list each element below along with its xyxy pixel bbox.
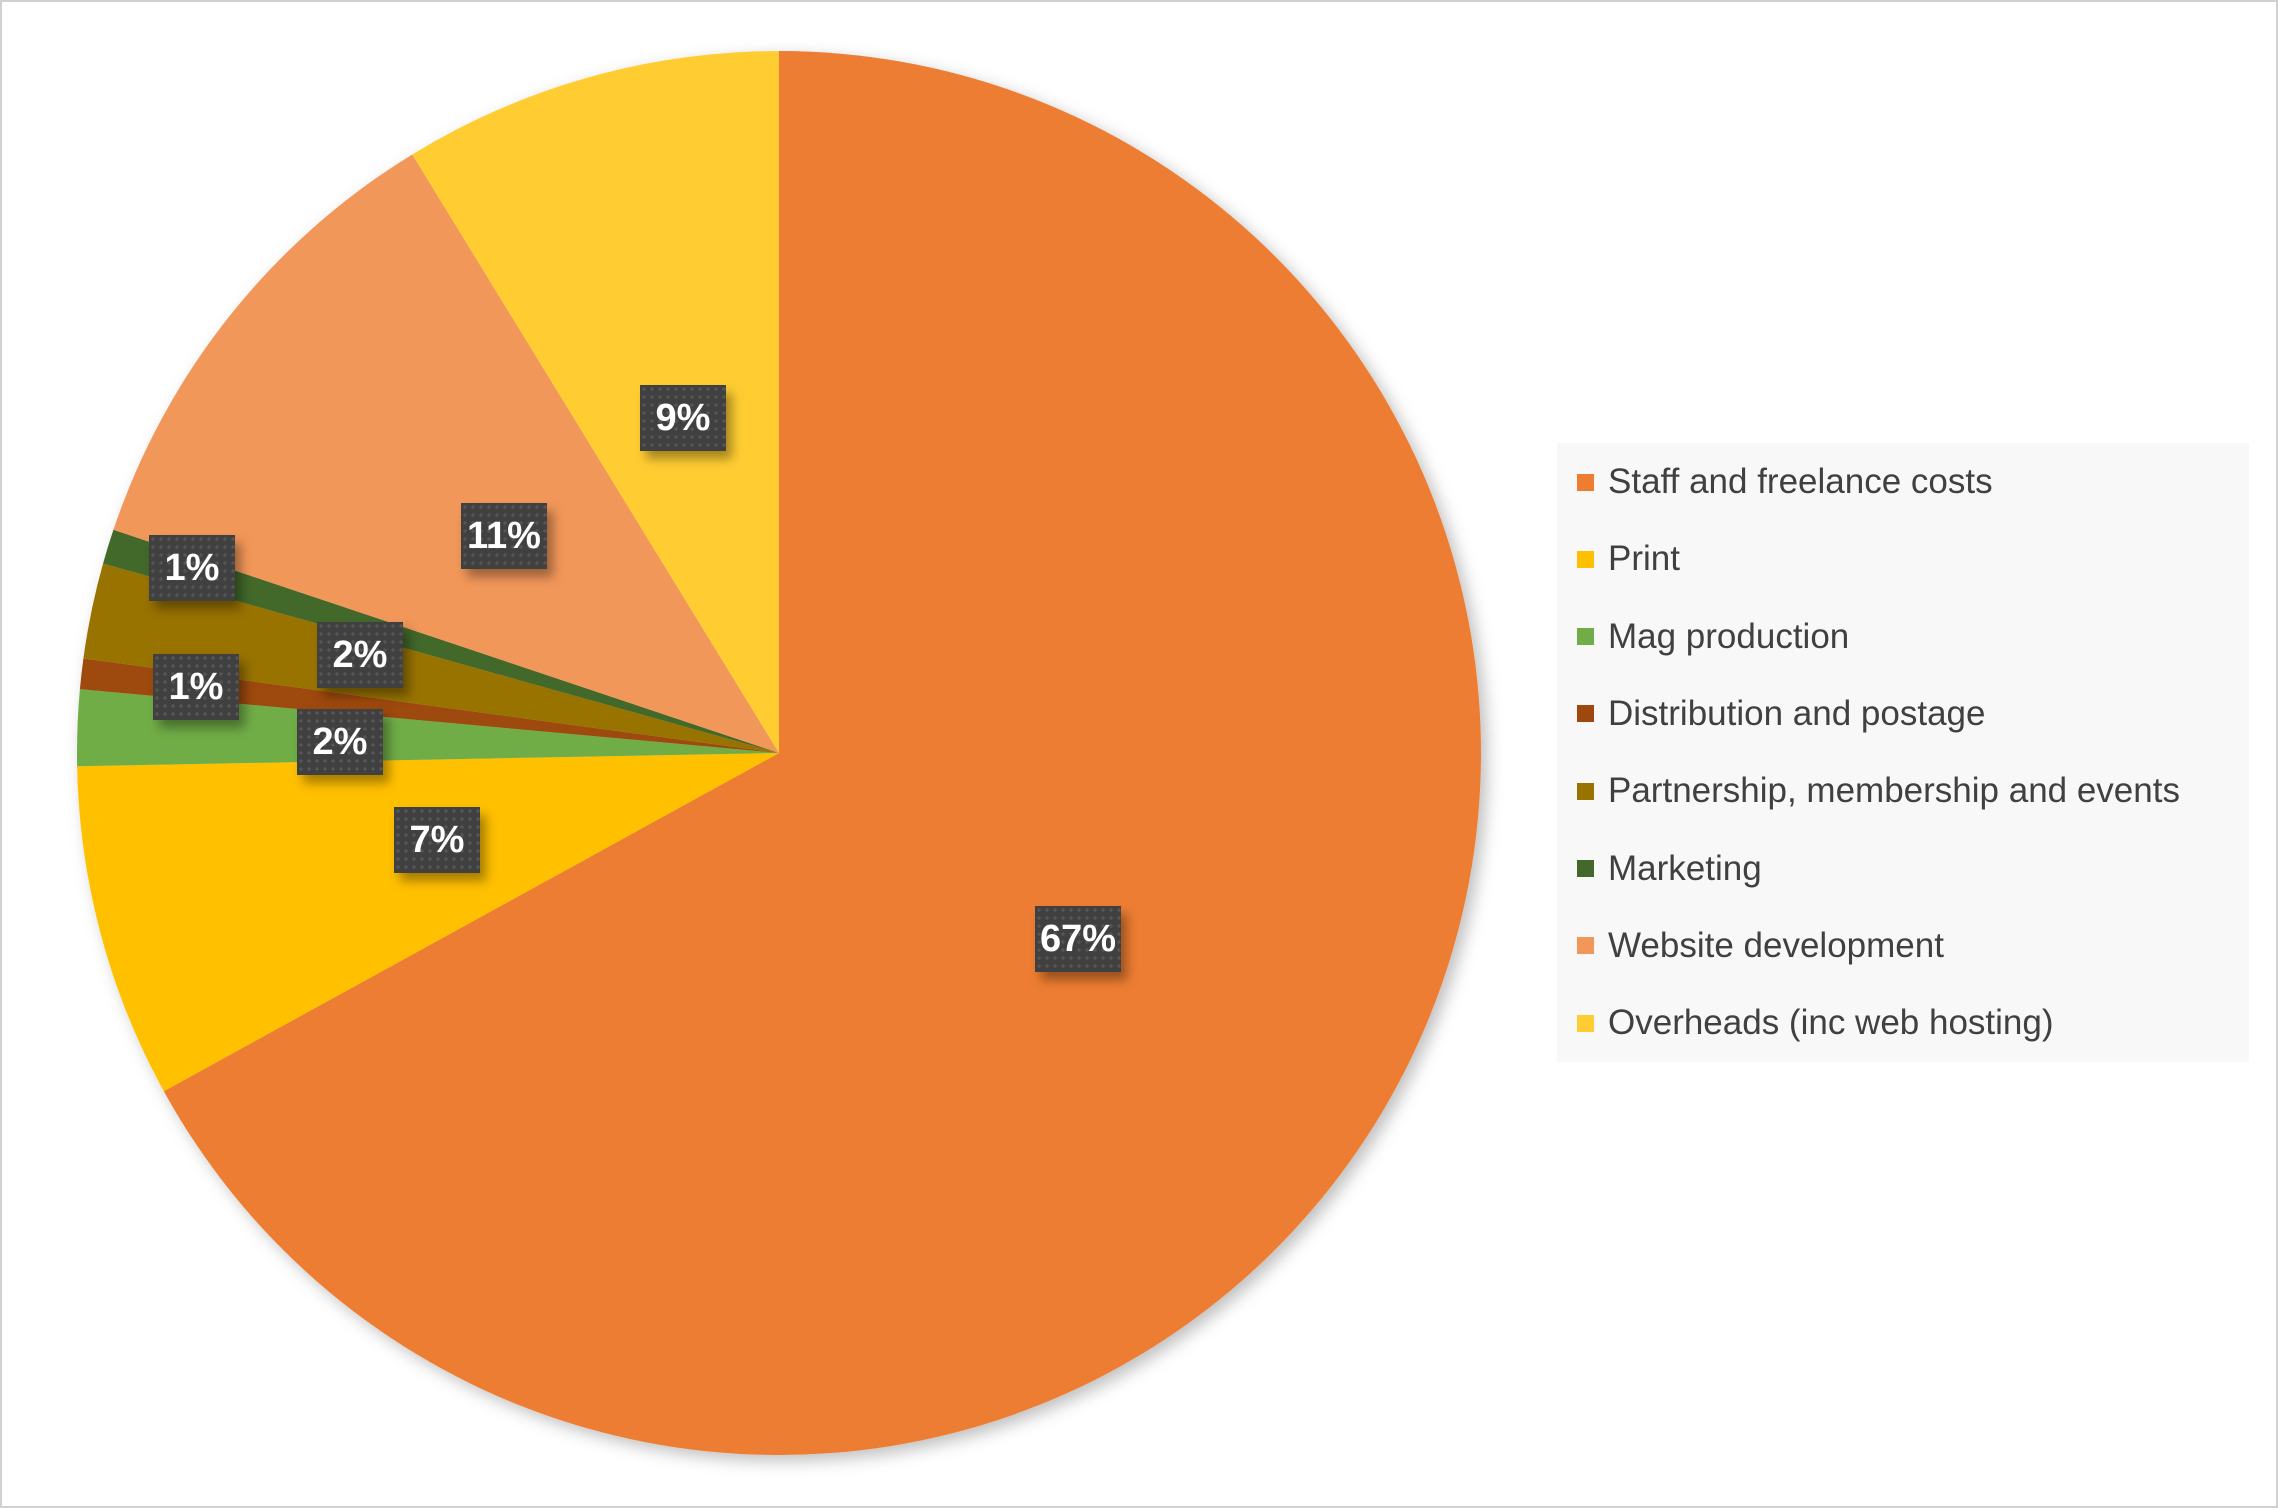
legend-item: Print: [1577, 539, 1680, 579]
legend-item: Website development: [1577, 926, 1944, 966]
data-label: 67%: [1035, 906, 1121, 972]
pie-slice-1: [77, 753, 780, 1092]
legend-swatch: [1577, 705, 1594, 723]
legend-item: Staff and freelance costs: [1577, 462, 1993, 502]
pie-slice-2: [77, 689, 779, 767]
data-label: 11%: [461, 503, 547, 569]
pie-slice-7: [412, 51, 779, 753]
legend-label: Marketing: [1608, 848, 1762, 888]
pie-slice-6: [113, 154, 779, 754]
legend-swatch: [1577, 550, 1594, 568]
data-label: 7%: [394, 807, 480, 873]
legend-label: Distribution and postage: [1608, 693, 1986, 733]
legend-swatch: [1577, 937, 1594, 955]
legend-item: Mag production: [1577, 617, 1849, 657]
pie-slice-3: [79, 658, 780, 753]
legend-label: Partnership, membership and events: [1608, 771, 2180, 811]
legend-label: Staff and freelance costs: [1608, 462, 1993, 501]
data-label: 2%: [317, 622, 403, 688]
data-label: 1%: [149, 535, 235, 601]
data-label: 2%: [297, 709, 383, 775]
pie-slice-0: [163, 51, 1482, 1455]
data-label: 1%: [153, 654, 239, 720]
legend-swatch: [1577, 782, 1594, 800]
legend-label: Print: [1608, 539, 1680, 579]
legend-label: Mag production: [1608, 616, 1850, 656]
legend-label: Overheads (inc web hosting): [1608, 1003, 2054, 1043]
legend-item: Distribution and postage: [1577, 694, 1985, 734]
legend-label: Website development: [1608, 925, 1944, 965]
legend-swatch: [1577, 628, 1594, 646]
legend: Staff and freelance costs Print Mag produc…: [1557, 443, 2249, 1062]
pie-slice-4: [83, 563, 779, 753]
legend-item: Partnership, membership and events: [1577, 771, 2180, 811]
data-label: 9%: [640, 385, 726, 451]
pie-slice-5: [103, 529, 780, 753]
legend-item: Overheads (inc web hosting): [1577, 1003, 2054, 1043]
legend-swatch: [1577, 473, 1594, 491]
legend-swatch: [1577, 1014, 1594, 1032]
legend-item: Marketing: [1577, 849, 1762, 889]
legend-swatch: [1577, 860, 1594, 877]
